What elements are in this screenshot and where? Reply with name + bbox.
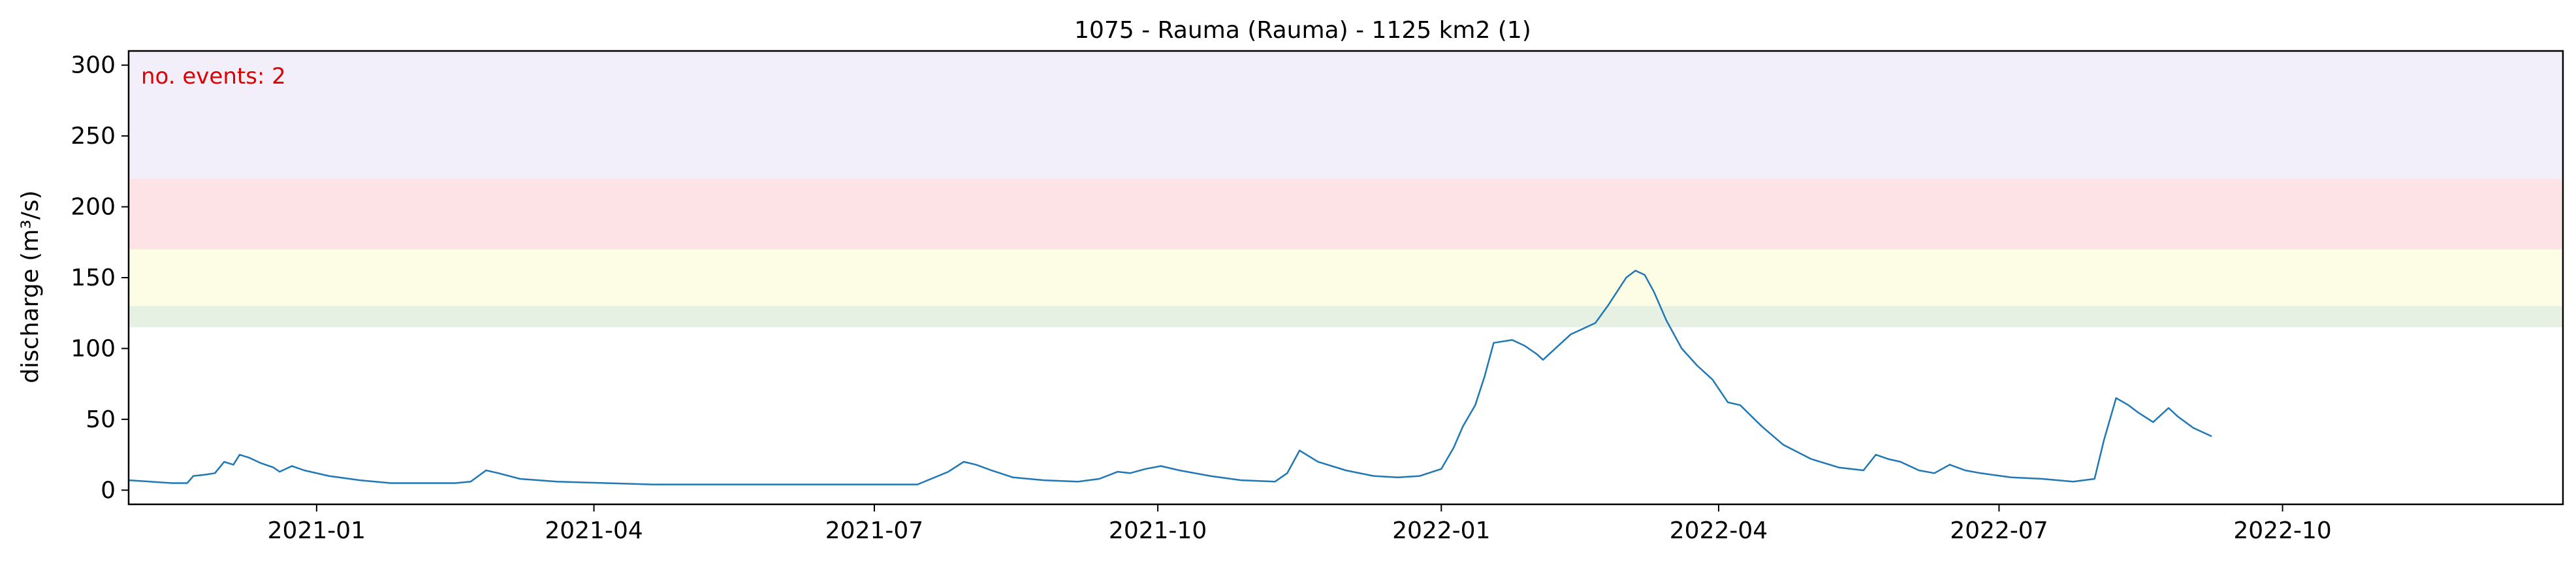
y-tick-label-300: 300 (71, 52, 116, 79)
x-tick-label-2: 2021-04 (545, 517, 643, 544)
y-tick-label-100: 100 (71, 335, 116, 362)
x-tick-label-1: 2021-01 (268, 517, 366, 544)
threshold-band-1 (129, 306, 2563, 327)
x-tick-label-4: 2021-10 (1109, 517, 1207, 544)
x-tick-label-7: 2022-07 (1950, 517, 2048, 544)
y-tick-label-150: 150 (71, 265, 116, 291)
y-axis-label: discharge (m³/s) (17, 190, 44, 383)
threshold-bands (129, 51, 2563, 327)
threshold-band-2 (129, 249, 2563, 306)
events-count-annotation: no. events: 2 (141, 63, 286, 89)
y-tick-label-50: 50 (86, 406, 116, 433)
series-layer (128, 269, 2212, 485)
y-tick-label-200: 200 (71, 194, 116, 221)
series-line-1 (128, 269, 2212, 485)
y-tick-label-250: 250 (71, 123, 116, 150)
x-tick-label-8: 2022-10 (2233, 517, 2331, 544)
threshold-band-3 (129, 178, 2563, 250)
x-tick-label-5: 2022-01 (1392, 517, 1490, 544)
chart-title: 1075 - Rauma (Rauma) - 1125 km2 (1) (1074, 17, 1531, 44)
y-tick-label-0: 0 (101, 477, 116, 504)
axes: 0 50 100 150 200 250 300 2021-01 2021-04 2021-07 2… (71, 50, 2564, 544)
x-tick-label-3: 2021-07 (825, 517, 923, 544)
threshold-band-4 (129, 51, 2563, 179)
x-tick-label-6: 2022-04 (1670, 517, 1768, 544)
